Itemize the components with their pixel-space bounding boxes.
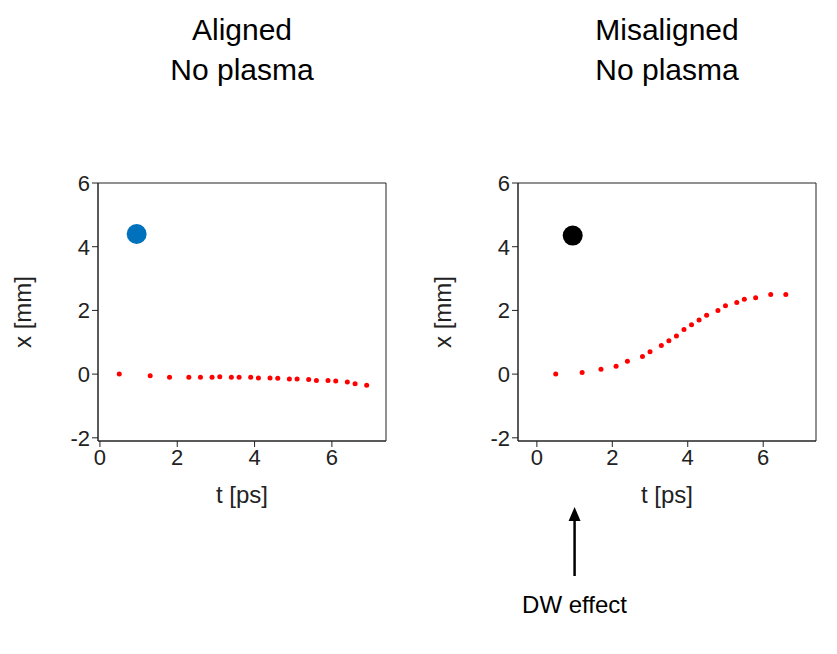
svg-text:t [ps]: t [ps]	[216, 481, 268, 508]
html-text:Aligned: Aligned	[192, 13, 292, 46]
html-text:No plasma: No plasma	[595, 53, 739, 86]
html-text:No plasma: No plasma	[170, 53, 314, 86]
svg-text:2: 2	[171, 445, 183, 470]
svg-text:6: 6	[498, 171, 510, 196]
svg-text:0: 0	[78, 362, 90, 387]
svg-text:0: 0	[531, 445, 543, 470]
svg-text:2: 2	[78, 298, 90, 323]
svg-text:0: 0	[498, 362, 510, 387]
svg-text:2: 2	[498, 298, 510, 323]
svg-text:6: 6	[78, 171, 90, 196]
html-text:Misaligned: Misaligned	[595, 13, 739, 46]
svg-text:4: 4	[248, 445, 260, 470]
svg-text:t [ps]: t [ps]	[641, 481, 693, 508]
svg-text:x [mm]: x [mm]	[9, 276, 36, 348]
svg-text:-2: -2	[490, 426, 510, 451]
svg-text:x [mm]: x [mm]	[429, 276, 456, 348]
svg-text:DW effect: DW effect	[522, 591, 627, 618]
svg-text:4: 4	[682, 445, 694, 470]
svg-text:2: 2	[606, 445, 618, 470]
svg-text:6: 6	[757, 445, 769, 470]
svg-text:4: 4	[78, 235, 90, 260]
svg-text:-2: -2	[70, 426, 90, 451]
svg-text:4: 4	[498, 235, 510, 260]
svg-text:0: 0	[94, 445, 106, 470]
svg-text:6: 6	[326, 445, 338, 470]
